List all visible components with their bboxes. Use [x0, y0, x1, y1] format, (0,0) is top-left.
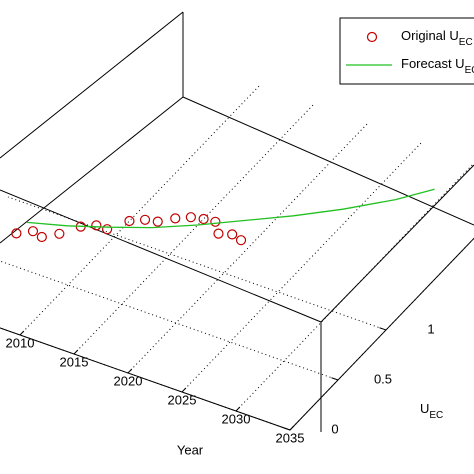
- data-point: [91, 220, 102, 231]
- grid-line: [235, 162, 474, 412]
- x-tick: [289, 425, 295, 431]
- data-point: [11, 228, 22, 239]
- y-axis-label: UEC: [420, 401, 443, 420]
- grid-line: [181, 141, 423, 393]
- data-point: [235, 235, 247, 246]
- data-line: [26, 188, 435, 229]
- grid-line: [289, 237, 474, 431]
- x-axis-label: Year: [177, 442, 204, 457]
- box-edge: [0, 189, 322, 323]
- legend-label-base: Forecast U: [401, 56, 465, 71]
- data-point: [213, 228, 224, 239]
- grid-line: [0, 260, 339, 381]
- data-point: [102, 224, 113, 235]
- y-tick-label: 1: [427, 321, 434, 336]
- y-tick: [283, 427, 291, 431]
- grid-line: [7, 196, 387, 331]
- box-edge: [182, 96, 474, 226]
- x-tick: [235, 406, 241, 412]
- x-tick-label: 2030: [222, 411, 251, 426]
- data-point: [227, 229, 238, 240]
- y-axis: [289, 237, 474, 431]
- y-tick-label: 0.5: [374, 371, 392, 386]
- data-point: [152, 216, 163, 227]
- legend-label-base: Original U: [401, 28, 459, 43]
- box-edge: [0, 11, 184, 159]
- y-tick-label: 0: [331, 421, 338, 436]
- data-point: [124, 215, 135, 227]
- x-tick: [73, 349, 79, 355]
- x-tick: [19, 330, 25, 336]
- y-tick: [331, 377, 339, 381]
- grid-line: [0, 327, 291, 431]
- x-tick-label: 2020: [114, 373, 143, 388]
- x-tick-label: 2035: [276, 430, 305, 445]
- x-tick-label: 2010: [6, 335, 35, 350]
- data-point: [139, 214, 151, 225]
- x-tick-label: 2015: [60, 354, 89, 369]
- data-point: [54, 228, 65, 239]
- box-edge: [0, 96, 184, 244]
- grid-line: [19, 84, 261, 336]
- data-point: [198, 213, 209, 225]
- data-point: [210, 216, 221, 227]
- legend-label: Forecast UEC: [401, 56, 474, 75]
- y-axis-label-base: U: [420, 401, 429, 416]
- legend-label: Original UEC: [401, 28, 473, 47]
- y-tick: [379, 327, 387, 331]
- data-point: [36, 231, 47, 243]
- data-point: [27, 226, 39, 237]
- data-point: [185, 212, 196, 223]
- x-tick: [181, 387, 187, 393]
- box-edges: [0, 11, 474, 432]
- box-edge: [320, 164, 474, 323]
- x-axis: [0, 327, 291, 431]
- x-tick: [127, 368, 133, 374]
- legend-label-sub: EC: [465, 65, 474, 76]
- grid-line: [73, 103, 315, 355]
- legend-marker: [366, 31, 378, 43]
- legend-label-sub: EC: [459, 37, 473, 48]
- legend-box: [339, 17, 474, 85]
- grid-line: [127, 122, 369, 374]
- data-point: [170, 213, 181, 224]
- y-axis-label-sub: EC: [429, 410, 443, 421]
- x-tick-label: 2025: [168, 392, 197, 407]
